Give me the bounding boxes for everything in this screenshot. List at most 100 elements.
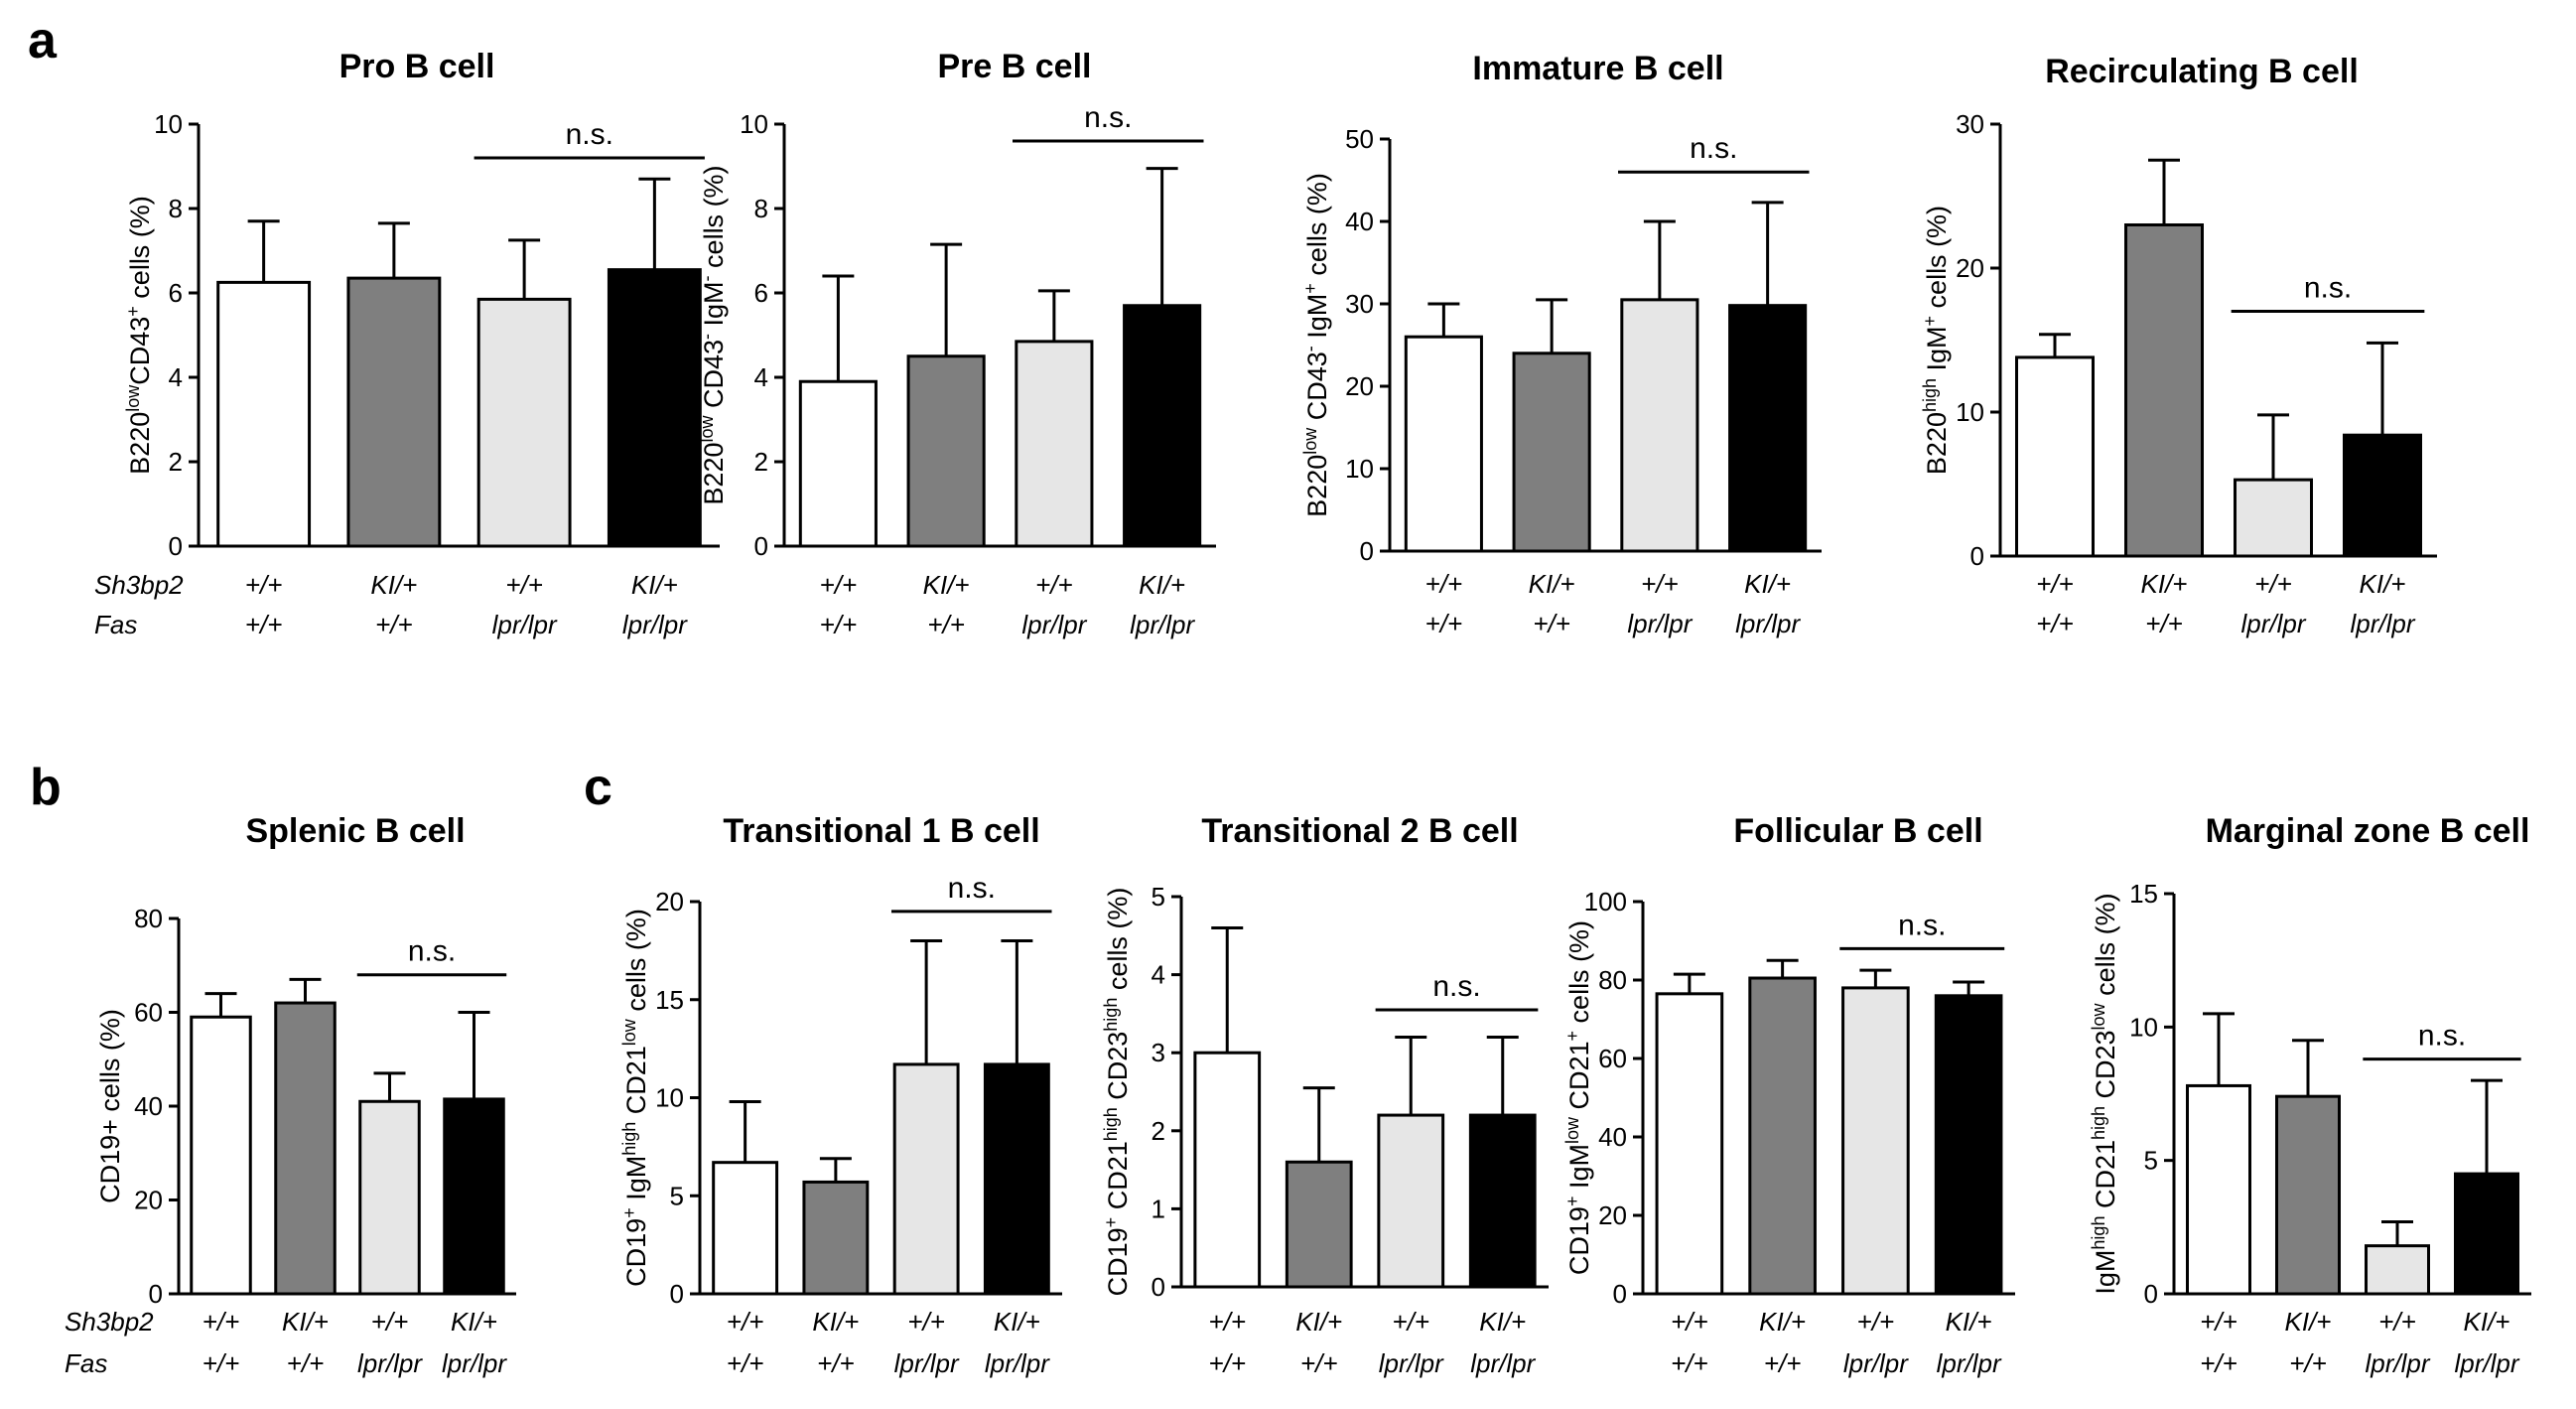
bar-lpr (2234, 478, 2313, 558)
bar-ki-lpr (2454, 1172, 2519, 1296)
y-tick-label: 10 (154, 109, 183, 139)
y-axis-label-part: CD43 (1302, 352, 1332, 428)
y-axis-label-part: cells (%) (125, 196, 155, 306)
y-tick-label: 60 (1598, 1044, 1627, 1073)
y-tick-label: 5 (2144, 1146, 2158, 1176)
x-label-sh3bp2: +/+ (505, 570, 543, 600)
x-label-sh3bp2: +/+ (2036, 569, 2074, 599)
x-label-fas: +/+ (1208, 1348, 1246, 1378)
y-axis-label-part: CD43 (125, 317, 155, 385)
x-label-sh3bp2: KI/+ (812, 1307, 859, 1337)
x-label-sh3bp2: +/+ (1857, 1307, 1895, 1337)
y-axis-label-part: cells (%) (1302, 173, 1332, 283)
x-label-sh3bp2: KI/+ (1946, 1307, 1992, 1337)
y-tick-label: 10 (1956, 397, 1984, 427)
y-tick-label: 20 (655, 887, 684, 916)
x-label-sh3bp2: KI/+ (923, 570, 970, 600)
y-axis-label-part: CD21 (1103, 1141, 1133, 1217)
y-axis-label-part: - (697, 275, 717, 281)
y-axis-label-part: IgM (1564, 1144, 1594, 1197)
row-label-sh3bp2: Sh3bp2 (65, 1307, 154, 1337)
x-label-fas: lpr/lpr (442, 1348, 507, 1378)
y-tick-label: 60 (134, 998, 163, 1028)
x-label-sh3bp2: KI/+ (1295, 1307, 1342, 1337)
bar-lpr (892, 1062, 960, 1296)
y-tick-label: 0 (1360, 536, 1374, 566)
x-label-sh3bp2: KI/+ (1139, 570, 1185, 600)
x-label-sh3bp2: KI/+ (994, 1307, 1040, 1337)
x-label-sh3bp2: KI/+ (451, 1307, 497, 1337)
bar-ki (274, 1001, 337, 1296)
chart-4: Splenic B cell 0 20 40 60 80 CD19+ cells (%) +/… (95, 812, 516, 1378)
bar-ki (2275, 1094, 2341, 1296)
y-tick-label: 30 (1956, 109, 1984, 139)
x-label-sh3bp2: +/+ (727, 1307, 764, 1337)
y-axis-label-part: high (2089, 1216, 2108, 1250)
x-label-sh3bp2: +/+ (203, 1307, 240, 1337)
x-label-fas: +/+ (927, 610, 965, 639)
y-tick-label: 50 (1345, 124, 1374, 154)
y-axis-label-part: cells (%) (1564, 920, 1594, 1031)
y-axis-label-part: CD21 (621, 1046, 651, 1122)
y-tick-label: 20 (1345, 371, 1374, 401)
y-tick-label: 10 (740, 109, 768, 139)
y-axis-label-part: cells (%) (699, 165, 729, 275)
y-axis-label: CD19+ cells (%) (95, 1009, 125, 1203)
y-tick-label: 20 (1598, 1200, 1627, 1230)
panel-letter-b: b (30, 759, 62, 816)
bar-wt (798, 379, 878, 548)
x-label-fas: lpr/lpr (1627, 609, 1693, 638)
y-axis-label: B220low CD43- IgM+ cells (%) (1300, 173, 1332, 517)
y-tick-label: 6 (754, 278, 768, 308)
significance-label: n.s. (2304, 272, 2352, 305)
y-tick-label: 5 (670, 1181, 684, 1210)
bar-ki-lpr (983, 1062, 1050, 1296)
panel-letter-c: c (584, 759, 612, 816)
bar-ki (1285, 1160, 1353, 1289)
significance-label: n.s. (2418, 1020, 2466, 1053)
bar-ki-lpr (2343, 433, 2422, 558)
y-tick-label: 0 (670, 1279, 684, 1309)
x-label-sh3bp2: +/+ (371, 1307, 409, 1337)
bar-ki (346, 276, 442, 548)
y-axis-label-part: CD19 (1103, 1227, 1133, 1296)
x-label-fas: +/+ (287, 1348, 325, 1378)
bar-ki-lpr (1934, 994, 2003, 1296)
x-label-sh3bp2: +/+ (820, 570, 858, 600)
x-label-sh3bp2: +/+ (1671, 1307, 1708, 1337)
y-axis-label: CD19+ IgMhigh CD21low cells (%) (619, 909, 651, 1287)
x-label-sh3bp2: KI/+ (2285, 1307, 2332, 1337)
x-label-fas: +/+ (1671, 1348, 1708, 1378)
y-axis-label-part: B220 (1302, 455, 1332, 517)
bar-ki-lpr (1123, 304, 1202, 548)
y-axis-label: B220high IgM+ cells (%) (1920, 206, 1952, 475)
x-label-sh3bp2: KI/+ (1759, 1307, 1806, 1337)
y-axis-label-part: high (1101, 1107, 1121, 1141)
row-label-fas: Fas (65, 1348, 107, 1378)
bar-lpr (1015, 340, 1094, 548)
bar-ki (2124, 223, 2204, 558)
panel-letter-a: a (28, 12, 58, 70)
chart-title: Splenic B cell (245, 812, 465, 850)
row-label-sh3bp2: Sh3bp2 (94, 570, 184, 600)
y-axis-label-part: CD19 (621, 1218, 651, 1287)
y-tick-label: 30 (1345, 289, 1374, 319)
y-axis-label-part: cells (%) (621, 909, 651, 1019)
x-label-fas: lpr/lpr (1937, 1348, 2002, 1378)
y-axis-label: B220low CD43- IgM- cells (%) (697, 165, 729, 504)
x-label-fas: +/+ (2145, 609, 2183, 638)
chart-title: Recirculating B cell (2045, 53, 2359, 90)
y-tick-label: 6 (169, 278, 183, 308)
y-axis-label-part: CD23 (1103, 1032, 1133, 1108)
y-axis-label-part: high (619, 1122, 639, 1156)
y-axis-label-part: high (1920, 378, 1940, 412)
bar-wt (2186, 1083, 2251, 1296)
bar-wt (712, 1161, 779, 1296)
bar-wt (1193, 1051, 1262, 1289)
significance-label: n.s. (408, 935, 456, 968)
y-tick-label: 4 (169, 362, 183, 392)
bar-ki (1748, 976, 1817, 1296)
x-label-sh3bp2: +/+ (1208, 1307, 1246, 1337)
x-label-fas: +/+ (817, 1348, 855, 1378)
